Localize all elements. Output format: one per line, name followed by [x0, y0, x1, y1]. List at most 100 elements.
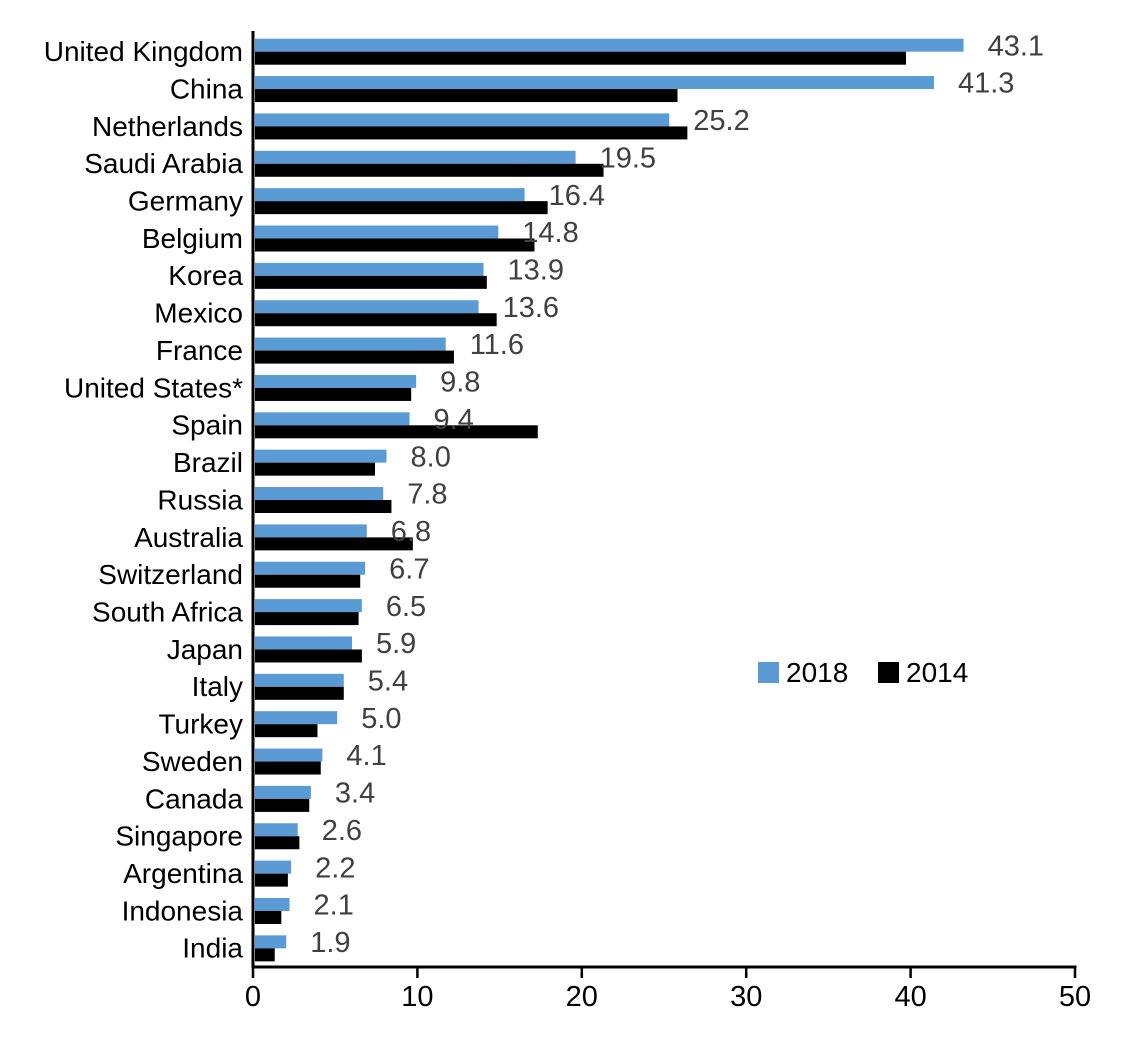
bar-2018	[255, 449, 387, 463]
value-label: 1.9	[310, 927, 350, 959]
x-axis-tick	[909, 967, 912, 978]
bar-2018	[255, 860, 292, 874]
bar-2018	[255, 897, 290, 911]
legend-label-2018: 2018	[786, 657, 848, 688]
bar-2014	[255, 948, 275, 962]
bar-2018	[255, 38, 964, 52]
value-label: 13.6	[503, 292, 559, 324]
legend-swatch-2014	[878, 662, 899, 683]
bar-2018	[255, 412, 410, 426]
category-label: Saudi Arabia	[84, 148, 243, 179]
bar-2018	[255, 262, 484, 276]
category-label: Canada	[145, 783, 244, 814]
bar-2014	[255, 126, 688, 140]
value-label: 19.5	[600, 142, 656, 174]
category-label: Mexico	[154, 298, 243, 329]
value-label: 4.1	[346, 740, 386, 772]
bar-2018	[255, 76, 934, 90]
category-label: Netherlands	[92, 111, 243, 142]
bar-2014	[255, 761, 321, 775]
category-label: Spain	[171, 410, 243, 441]
category-label: Turkey	[158, 709, 243, 740]
category-label: Japan	[167, 634, 243, 665]
bar-2014	[255, 462, 376, 476]
bar-2018	[255, 561, 366, 575]
bar-2014	[255, 387, 412, 401]
category-label: Argentina	[123, 858, 243, 889]
bar-2018	[255, 225, 499, 239]
x-tick-label: 30	[730, 981, 762, 1013]
category-label: Italy	[192, 671, 243, 702]
bar-2014	[255, 612, 359, 626]
bar-2014	[255, 836, 300, 850]
bar-2014	[255, 201, 548, 215]
bar-2014	[255, 873, 288, 887]
value-label: 25.2	[693, 105, 749, 137]
category-label: Indonesia	[122, 895, 244, 926]
value-label: 14.8	[522, 217, 578, 249]
bar-2014	[255, 500, 392, 514]
category-label: Germany	[128, 186, 243, 217]
x-axis-tick	[251, 967, 255, 978]
bar-2018	[255, 487, 384, 501]
bar-2018	[255, 748, 323, 762]
bar-2014	[255, 537, 413, 551]
bar-2018	[255, 374, 417, 388]
value-label: 8.0	[411, 441, 451, 473]
value-label: 11.6	[470, 329, 524, 361]
value-label: 5.9	[376, 628, 416, 660]
bar-2018	[255, 524, 367, 538]
value-label: 3.4	[335, 778, 375, 810]
category-label: Belgium	[142, 223, 243, 254]
bar-2018	[255, 337, 446, 351]
value-label: 5.0	[361, 703, 401, 735]
category-label: United Kingdom	[44, 36, 243, 67]
category-label: Russia	[157, 484, 243, 515]
category-label: France	[156, 335, 243, 366]
bar-2018	[255, 711, 338, 725]
value-label: 5.4	[368, 665, 408, 697]
category-label: United States*	[64, 372, 243, 403]
bar-2018	[255, 823, 298, 837]
value-label: 13.9	[508, 255, 564, 287]
bar-2014	[255, 798, 310, 812]
bar-2018	[255, 599, 362, 613]
bar-2014	[255, 350, 454, 364]
bar-2014	[255, 238, 535, 252]
bar-2018	[255, 935, 287, 949]
bar-2018	[255, 150, 576, 164]
bar-2018	[255, 113, 670, 127]
value-label: 9.4	[434, 404, 474, 436]
bar-2014	[255, 163, 604, 177]
value-label: 6.7	[389, 553, 429, 585]
value-label: 6.5	[386, 591, 426, 623]
x-axis-tick	[1073, 967, 1077, 978]
value-label: 2.1	[314, 890, 354, 922]
bar-2018	[255, 636, 352, 650]
x-tick-label: 0	[245, 981, 261, 1013]
x-tick-label: 20	[566, 981, 598, 1013]
x-axis-tick	[580, 967, 584, 978]
bar-2018	[255, 673, 344, 687]
legend-swatch-2018	[758, 662, 779, 683]
bar-2018	[255, 300, 479, 314]
bar-2018	[255, 785, 311, 799]
legend-label-2014: 2014	[906, 657, 968, 688]
x-axis-tick	[416, 967, 419, 978]
value-label: 6.8	[391, 516, 431, 548]
category-label: China	[170, 73, 244, 104]
category-label: India	[182, 933, 243, 964]
value-label: 2.6	[322, 815, 362, 847]
category-label: Korea	[168, 260, 243, 291]
value-label: 43.1	[988, 30, 1044, 62]
category-label: Australia	[134, 522, 243, 553]
category-label: Brazil	[173, 447, 243, 478]
value-label: 7.8	[407, 479, 447, 511]
value-label: 9.8	[440, 367, 480, 399]
bar-2014	[255, 89, 678, 103]
bar-2014	[255, 51, 907, 65]
category-label: Switzerland	[98, 559, 243, 590]
